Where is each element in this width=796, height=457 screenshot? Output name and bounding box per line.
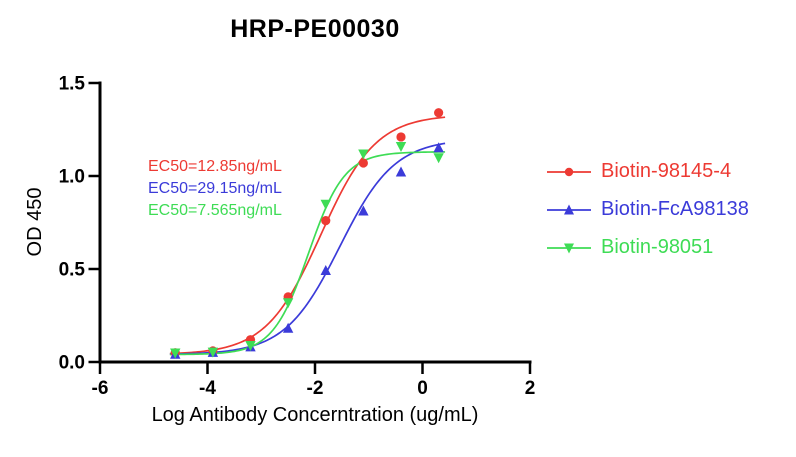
x-tick-label: -4 xyxy=(199,378,216,399)
ec50-annotation-series3: EC50=7.565ng/mL xyxy=(148,202,282,219)
data-point-Biotin-98145-4 xyxy=(434,108,444,118)
legend-item-biotin-fca98138: Biotin-FcA98138 xyxy=(546,198,749,221)
legend-label: Biotin-98145-4 xyxy=(601,160,732,182)
data-point-Biotin-98051 xyxy=(433,153,444,164)
x-tick-label: -6 xyxy=(92,378,109,399)
x-tick-label: 0 xyxy=(417,378,428,399)
chart-title: HRP-PE00030 xyxy=(230,15,400,43)
legend-label: Biotin-FcA98138 xyxy=(601,198,749,220)
data-point-Biotin-98051 xyxy=(358,149,369,160)
y-tick-label: 0.5 xyxy=(59,260,86,281)
x-tick-label: -2 xyxy=(307,378,324,399)
ec50-annotation-series1: EC50=12.85ng/mL xyxy=(148,158,282,175)
legend-item-biotin-98051: Biotin-98051 xyxy=(546,236,749,259)
y-tick-label: 1.5 xyxy=(59,74,86,95)
legend: Biotin-98145-4 Biotin-FcA98138 Biotin-98… xyxy=(546,160,749,274)
x-tick-label: 2 xyxy=(525,378,536,399)
data-point-Biotin-98051 xyxy=(320,199,331,210)
ec50-annotation-series2: EC50=29.15ng/mL xyxy=(148,180,282,197)
data-point-Biotin-98051 xyxy=(245,341,256,352)
data-point-Biotin-FcA98138 xyxy=(282,322,294,333)
y-tick-label: 0.0 xyxy=(59,353,85,374)
legend-label: Biotin-98051 xyxy=(601,236,714,258)
x-axis-label: Log Antibody Concerntration (ug/mL) xyxy=(151,404,479,426)
data-point-Biotin-FcA98138 xyxy=(358,205,369,216)
data-point-Biotin-98145-4 xyxy=(396,132,406,142)
legend-marker-triangle-down-icon xyxy=(547,243,591,253)
data-point-Biotin-98051 xyxy=(395,142,407,153)
data-point-Biotin-FcA98138 xyxy=(320,265,331,276)
data-point-Biotin-98051 xyxy=(282,298,294,309)
ec50-annotations: EC50=12.85ng/mL EC50=29.15ng/mL EC50=7.5… xyxy=(148,156,282,222)
data-point-Biotin-FcA98138 xyxy=(433,142,444,153)
legend-marker-triangle-up-icon xyxy=(547,204,591,214)
data-point-Biotin-98145-4 xyxy=(358,158,368,168)
data-point-Biotin-98051 xyxy=(170,348,181,359)
y-tick-label: 1.0 xyxy=(59,167,85,188)
legend-marker-circle-icon xyxy=(547,167,591,176)
y-axis-label: OD 450 xyxy=(24,187,46,257)
data-point-Biotin-FcA98138 xyxy=(395,166,407,177)
data-point-Biotin-98145-4 xyxy=(321,216,331,226)
data-point-Biotin-98051 xyxy=(207,347,219,358)
legend-item-biotin-98145-4: Biotin-98145-4 xyxy=(546,160,749,183)
